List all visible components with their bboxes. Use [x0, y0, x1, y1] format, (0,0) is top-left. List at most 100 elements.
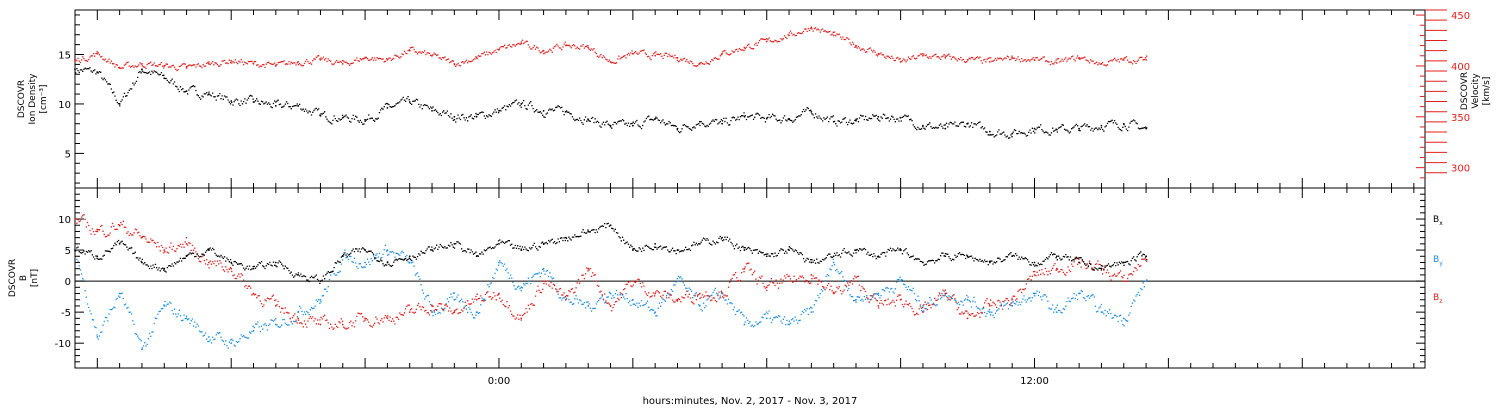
velocity-series-point [654, 54, 657, 57]
velocity-series-point [966, 58, 969, 61]
velocity-series-point [453, 63, 456, 65]
bz-series-point [698, 292, 701, 295]
bx-series-point [252, 267, 255, 270]
bz-series-point [587, 267, 590, 270]
velocity-series-point [1033, 58, 1036, 61]
velocity-series-point [163, 65, 166, 67]
bx-series [74, 222, 1148, 285]
bz-series-point [408, 311, 411, 314]
ion-density-series-point [96, 71, 99, 74]
density-tick-label: 10 [58, 100, 71, 111]
ion-density-series-point [274, 105, 277, 107]
velocity-series-point [1011, 56, 1014, 59]
velocity-series-points [75, 27, 1148, 72]
by-series-point [319, 298, 322, 301]
time-axis-title: hours:minutes, Nov. 2, 2017 - Nov. 3, 20… [643, 396, 858, 407]
bx-series-point [788, 249, 790, 251]
ion-density-series-point [810, 110, 813, 113]
velocity-series-point [252, 63, 255, 65]
bx-series-point [364, 249, 366, 251]
ion-density-series-point [1145, 127, 1147, 130]
ion-density-series-point [498, 109, 500, 112]
ion-density-series-point [944, 127, 947, 130]
by-series-point [788, 323, 790, 326]
ion-density-series-point [520, 103, 523, 105]
bx-series-point [118, 242, 121, 245]
bx-series-point [319, 280, 322, 283]
by-series-point [1055, 311, 1058, 314]
bx-series-point [565, 236, 567, 239]
time-tick-label: 0:00 [488, 376, 510, 387]
ion-density-series-point [163, 77, 166, 80]
legend-entry-subscript: z [1439, 298, 1442, 305]
by-series-point [922, 305, 924, 307]
velocity-series-point [899, 60, 902, 63]
ion-density-series-point [453, 115, 456, 118]
field-axis-label: DSCOVR B [nT] [8, 259, 40, 297]
legend-entry-subscript: x [1439, 220, 1443, 227]
by-series-point [118, 292, 121, 295]
bz-series-data-points [74, 218, 1147, 326]
bz-series-point [475, 298, 478, 301]
ion-density-series-point [988, 130, 991, 133]
bx-series-point [587, 230, 590, 233]
velocity-series-point [743, 46, 746, 49]
bx-series-point [1033, 261, 1036, 264]
velocity-series-point [274, 65, 277, 67]
field-axis-label-line: [nT] [30, 269, 40, 287]
by-series-point [230, 342, 233, 345]
bz-series-point [944, 292, 947, 295]
by-series-point [1145, 280, 1147, 283]
bz-series-point [743, 267, 746, 270]
bz-series-point [319, 323, 322, 326]
by-series-point [207, 336, 210, 338]
bz-series-point [765, 286, 768, 289]
legend-entry-name: B [1433, 255, 1439, 265]
ion-density-series-point [832, 120, 835, 123]
velocity-series-point [631, 52, 634, 55]
bx-series-point [141, 261, 143, 264]
by-series-point [1033, 292, 1036, 295]
bx-series-point [185, 255, 188, 258]
ion-density-series-point [765, 117, 768, 120]
ion-density-series-point [319, 114, 322, 117]
legend-entry-name: B [1433, 215, 1439, 225]
velocity-series-point [609, 60, 612, 63]
legend-entry-name: B [1433, 293, 1439, 303]
bz-series-point [386, 317, 389, 320]
bx-series-point [966, 255, 969, 258]
by-series-point [542, 267, 545, 270]
ion-density-series-point [855, 119, 857, 122]
bx-series-point [408, 255, 411, 258]
bx-series-point [899, 249, 902, 251]
bx-series-point [1078, 261, 1081, 264]
velocity-series-point [319, 58, 322, 61]
bz-series-points [75, 214, 1148, 330]
ion-density-series-point [141, 68, 143, 71]
bz-series-point [520, 317, 523, 320]
velocity-series-point [230, 59, 233, 62]
bz-series-point [565, 298, 567, 301]
field-tick-label: 5 [65, 246, 71, 257]
bx-series-point [274, 261, 277, 264]
ion-density-series-points [75, 66, 1148, 139]
bz-series-point [631, 280, 634, 283]
bz-series-point [988, 305, 991, 307]
velocity-series-point [698, 63, 701, 65]
bx-series-point [654, 242, 657, 245]
bx-series-point [386, 261, 389, 264]
velocity-tick-label: 300 [1451, 164, 1470, 175]
velocity-series-point [565, 44, 567, 47]
density-axis-label: DSCOVR Ion Density [cm⁻³] [17, 73, 49, 125]
velocity-series-point [1100, 63, 1103, 65]
by-series-point [475, 311, 478, 314]
by-series-data-points [74, 249, 1147, 351]
bz-series-point [1011, 298, 1014, 301]
ion-density-series-point [1100, 124, 1103, 127]
bx-series-point [230, 261, 233, 264]
by-series-point [810, 311, 813, 314]
ion-density-series-point [966, 122, 969, 125]
bz-series-point [297, 317, 300, 320]
ion-density-series-point [364, 118, 366, 121]
bz-series-point [1033, 273, 1036, 276]
